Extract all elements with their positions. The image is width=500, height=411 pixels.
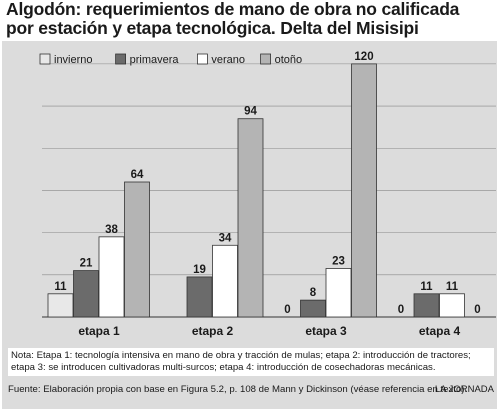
legend-swatch [260,53,272,65]
x-tick-label: etapa 1 [78,324,120,338]
data-label: 21 [80,258,93,270]
chart-title: Algodón: requerimientos de mano de obra … [6,0,496,38]
data-label: 11 [446,281,459,293]
bar [124,181,150,318]
bar [413,293,440,318]
title-line-2: por estación y etapa tecnológica. Delta … [6,18,419,38]
bar [237,118,264,318]
bar [47,293,74,318]
data-label: 11 [420,281,433,293]
x-tick-label: etapa 2 [192,324,234,338]
bar-chart: 02040608010012011213864etapa 1193494etap… [15,51,496,338]
source-note: Fuente: Elaboración propia con base en F… [8,384,494,396]
data-label: 11 [54,281,67,293]
legend-label: invierno [54,54,93,66]
data-label: 64 [131,169,144,181]
publisher-brand: LA JORNADA [434,384,494,395]
bar [325,268,352,318]
data-label: 38 [105,224,118,236]
x-tick-label: etapa 4 [419,324,461,338]
bar [351,63,377,318]
legend-swatch [115,53,126,65]
chart-area: 02040608010012011213864etapa 1193494etap… [15,47,496,345]
data-label: 0 [284,304,290,316]
legend-swatch [39,53,51,65]
bar [98,236,125,318]
data-label: 94 [244,106,257,118]
data-label: 8 [310,287,317,299]
legend-swatch [196,53,208,65]
bar [212,244,238,318]
bar [73,270,99,318]
bar [186,276,213,318]
legend-label: verano [211,54,245,66]
data-label: 19 [193,264,206,276]
bar [300,299,326,318]
bar [439,293,465,318]
data-label: 0 [398,304,404,316]
data-label: 0 [474,304,480,316]
legend-label: primavera [130,54,180,66]
data-label: 34 [219,232,232,244]
source-text: Fuente: Elaboración propia con base en F… [8,384,468,395]
footnote: Nota: Etapa 1: tecnología intensiva en m… [8,348,494,376]
x-tick-label: etapa 3 [305,324,347,338]
title-line-1: Algodón: requerimientos de mano de obra … [6,0,460,19]
data-label: 23 [332,255,345,267]
legend-label: otoño [275,54,303,66]
data-label: 120 [354,51,373,63]
